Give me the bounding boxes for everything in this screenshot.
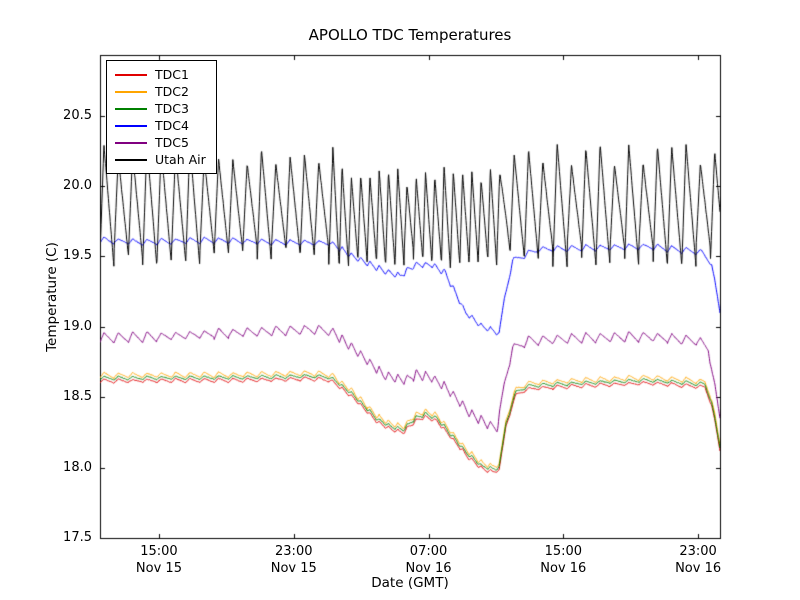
x-tick-label: 23:00 Nov 15 (270, 544, 317, 576)
x-tick-label: 15:00 Nov 16 (540, 544, 587, 576)
y-axis-label: Temperature (C) (44, 242, 60, 352)
y-tick-label: 18.5 (63, 389, 92, 405)
legend-line-sample (115, 90, 147, 93)
x-tick-label: 23:00 Nov 16 (675, 544, 722, 576)
y-tick-label: 19.0 (63, 318, 92, 334)
legend-item: Utah Air (115, 151, 206, 168)
legend-item: TDC1 (115, 66, 206, 83)
legend-line-sample (115, 141, 147, 144)
legend-label: TDC3 (155, 101, 189, 116)
chart-title: APOLLO TDC Temperatures (308, 26, 512, 44)
legend-line-sample (115, 158, 147, 161)
y-tick-label: 20.5 (63, 107, 92, 123)
x-tick-label: 15:00 Nov 15 (135, 544, 182, 576)
y-tick-label: 19.5 (63, 248, 92, 264)
legend-label: TDC1 (155, 67, 189, 82)
x-axis-label: Date (GMT) (371, 575, 449, 591)
legend-item: TDC5 (115, 134, 206, 151)
legend-line-sample (115, 124, 147, 127)
legend-label: TDC2 (155, 84, 189, 99)
legend-item: TDC3 (115, 100, 206, 117)
legend: TDC1 TDC2 TDC3 TDC4 TDC5 Utah Air (106, 60, 217, 174)
y-tick-label: 17.5 (63, 530, 92, 545)
legend-label: TDC4 (155, 118, 189, 133)
legend-line-sample (115, 107, 147, 110)
x-tick-label: 07:00 Nov 16 (405, 544, 452, 576)
y-tick-label: 20.0 (63, 177, 92, 193)
y-tick-label: 18.0 (63, 459, 92, 475)
legend-line-sample (115, 73, 147, 76)
legend-label: TDC5 (155, 135, 189, 150)
legend-label: Utah Air (155, 152, 206, 167)
legend-item: TDC2 (115, 83, 206, 100)
legend-item: TDC4 (115, 117, 206, 134)
